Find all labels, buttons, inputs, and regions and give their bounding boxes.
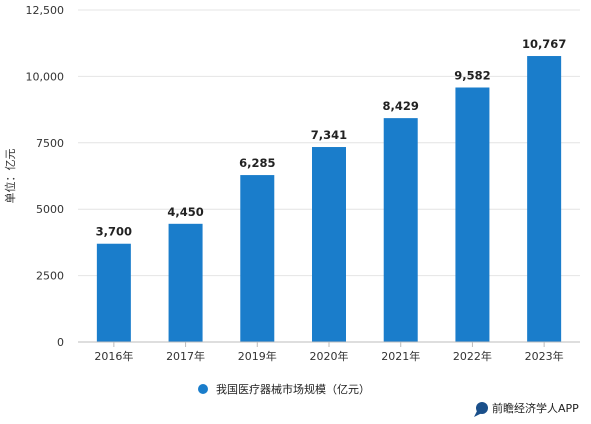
y-tick-label: 2500 [36, 270, 64, 283]
bars [96, 56, 562, 343]
y-tick-label: 10,000 [26, 70, 65, 83]
chat-bubble-tail [474, 411, 482, 417]
bar-value-label: 6,285 [239, 156, 275, 170]
bar-value-label: 7,341 [311, 128, 347, 142]
bar [455, 87, 490, 343]
x-tick-label: 2016年 [94, 349, 133, 363]
credit: 前瞻经济学人APP [474, 401, 579, 417]
legend-marker [198, 384, 208, 394]
x-tick-label: 2023年 [525, 349, 564, 363]
bar [168, 223, 203, 342]
bar-value-label: 8,429 [383, 99, 419, 113]
y-tick-label: 0 [57, 336, 64, 349]
y-tick-label: 12,500 [26, 4, 65, 17]
chat-bubble-icon [476, 402, 488, 414]
bar-value-label: 4,450 [167, 205, 203, 219]
bar [96, 243, 131, 342]
y-tick-label: 5000 [36, 203, 64, 216]
y-tick-label: 7500 [36, 137, 64, 150]
bar [527, 56, 562, 343]
grid-lines [78, 9, 580, 277]
bar [383, 118, 418, 342]
bar-value-label: 3,700 [96, 225, 132, 239]
bar-value-label: 9,582 [454, 69, 490, 83]
data-labels: 3,700 4,450 6,285 7,341 8,429 9,582 10,767 [96, 37, 567, 239]
x-tick-label: 2020年 [310, 349, 349, 363]
x-tick-label: 2019年 [238, 349, 277, 363]
y-axis-title: 单位：亿元 [3, 149, 17, 204]
x-axis-ticks: 2016年 2017年 2019年 2020年 2021年 2022年 2023年 [94, 342, 564, 363]
legend[interactable]: 我国医疗器械市场规模（亿元） [198, 382, 370, 396]
bar-value-label: 10,767 [522, 37, 566, 51]
bar [240, 175, 275, 342]
y-axis-ticks: 0 2500 5000 7500 10,000 12,500 [26, 4, 65, 349]
credit-text: 前瞻经济学人APP [492, 401, 579, 415]
legend-label: 我国医疗器械市场规模（亿元） [216, 382, 370, 396]
x-tick-label: 2021年 [381, 349, 420, 363]
x-tick-label: 2017年 [166, 349, 205, 363]
x-tick-label: 2022年 [453, 349, 492, 363]
bar [312, 147, 346, 342]
